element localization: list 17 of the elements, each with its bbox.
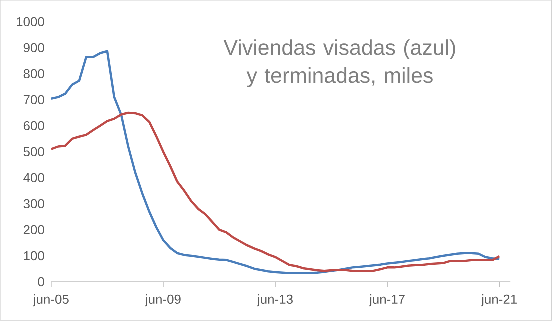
x-tick-label: jun-13 — [257, 294, 293, 307]
y-tick-label: 300 — [24, 199, 44, 209]
y-tick-label: 400 — [24, 173, 44, 183]
text: Viviendas visadas (azul) y terminadas, miles — [224, 40, 456, 88]
y-tick-label: 100 — [24, 251, 44, 261]
y-tick-label: 500 — [24, 147, 44, 157]
y-tick-label: 200 — [24, 225, 44, 235]
y-tick-label: 1000 — [17, 17, 44, 27]
x-tick-label: jun-09 — [145, 294, 181, 307]
x-tick-label: jun-05 — [33, 294, 69, 307]
y-tick-label: 900 — [24, 43, 44, 53]
y-tick-label: 700 — [24, 95, 44, 105]
y-tick-label: 0 — [38, 277, 44, 287]
y-tick-label: 600 — [24, 121, 44, 131]
y-tick-label: 800 — [24, 69, 44, 79]
x-tick-label: jun-17 — [369, 294, 405, 307]
x-tick-label: jun-21 — [481, 294, 517, 307]
